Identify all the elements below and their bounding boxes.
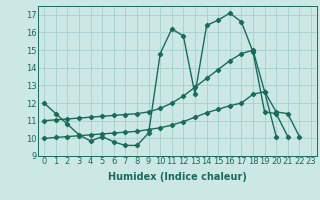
X-axis label: Humidex (Indice chaleur): Humidex (Indice chaleur) [108,172,247,182]
